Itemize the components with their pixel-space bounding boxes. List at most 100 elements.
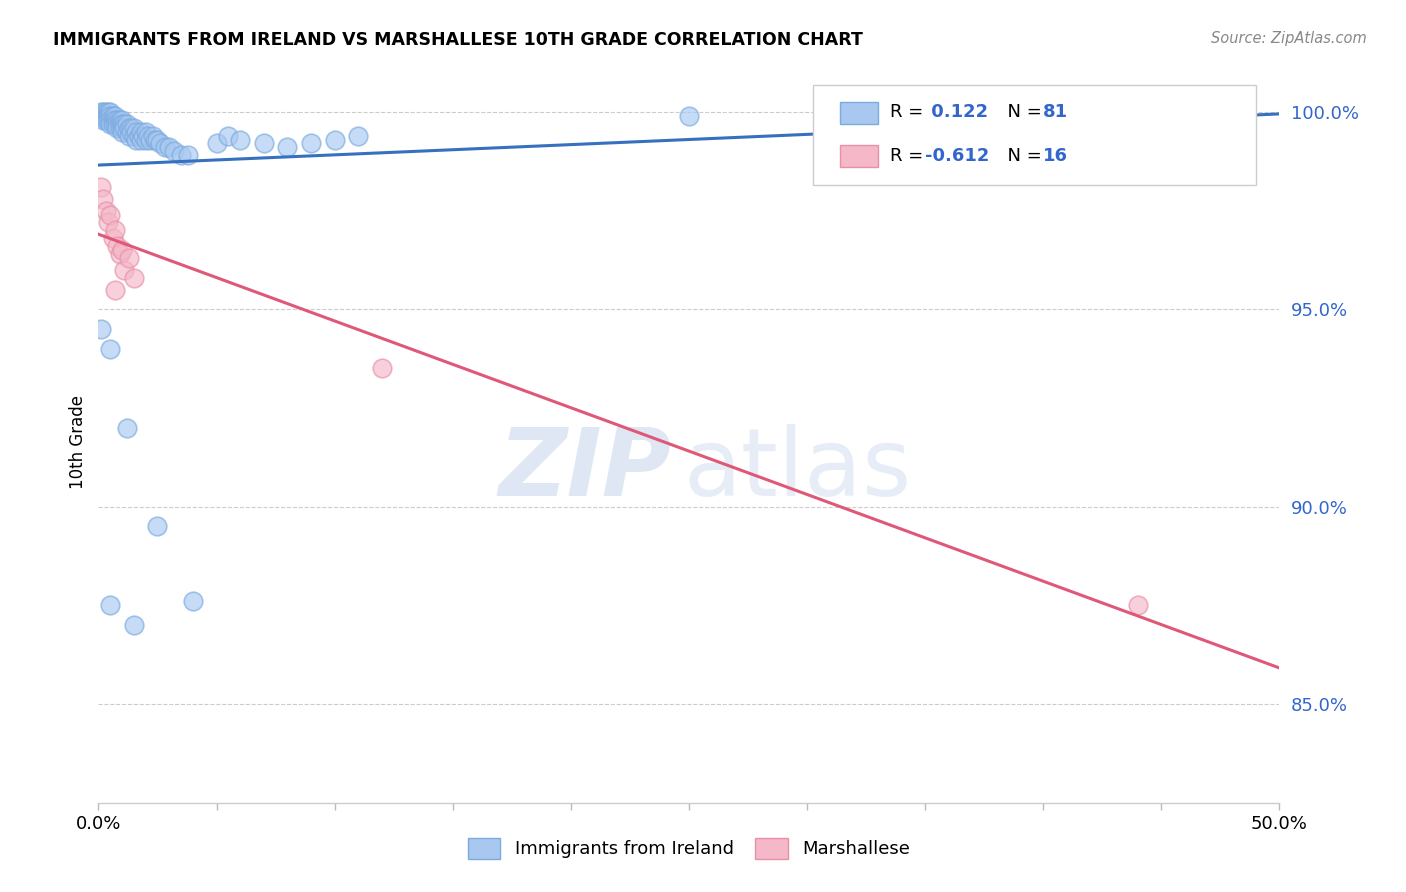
- Y-axis label: 10th Grade: 10th Grade: [69, 394, 87, 489]
- Point: [98, 342, 121, 356]
- Text: R =: R =: [890, 147, 929, 165]
- Point: [229, 132, 252, 146]
- Point: [108, 120, 131, 135]
- Point: [181, 594, 204, 608]
- Point: [105, 117, 128, 131]
- Point: [104, 223, 127, 237]
- Text: 16: 16: [1043, 147, 1069, 165]
- Point: [94, 112, 117, 127]
- Point: [914, 112, 936, 127]
- Point: [129, 125, 152, 139]
- Text: atlas: atlas: [683, 425, 911, 516]
- Point: [90, 109, 112, 123]
- Point: [163, 145, 186, 159]
- Point: [217, 128, 239, 143]
- Point: [299, 136, 322, 151]
- Point: [90, 104, 112, 119]
- FancyBboxPatch shape: [841, 145, 877, 167]
- Point: [111, 120, 134, 135]
- Point: [115, 421, 138, 435]
- Point: [98, 207, 121, 221]
- Point: [142, 128, 165, 143]
- Point: [149, 136, 172, 151]
- Point: [111, 117, 134, 131]
- Point: [101, 109, 124, 123]
- Point: [98, 104, 121, 119]
- Point: [98, 112, 121, 127]
- Point: [347, 128, 370, 143]
- Point: [104, 112, 127, 127]
- Point: [97, 112, 120, 127]
- Point: [111, 125, 134, 139]
- Point: [122, 128, 145, 143]
- Point: [371, 361, 394, 376]
- Point: [153, 140, 176, 154]
- Point: [253, 136, 276, 151]
- Point: [132, 128, 155, 143]
- Point: [128, 128, 150, 143]
- Point: [112, 117, 135, 131]
- Point: [105, 239, 128, 253]
- Point: [122, 120, 145, 135]
- Point: [97, 104, 120, 119]
- Point: [101, 112, 124, 127]
- Text: -0.612: -0.612: [925, 147, 990, 165]
- Text: 81: 81: [1043, 103, 1069, 121]
- Point: [136, 128, 159, 143]
- Point: [97, 215, 120, 229]
- Point: [91, 112, 114, 127]
- Point: [91, 109, 114, 123]
- Point: [105, 112, 128, 127]
- Text: Source: ZipAtlas.com: Source: ZipAtlas.com: [1211, 31, 1367, 46]
- Point: [108, 112, 131, 127]
- Point: [115, 117, 138, 131]
- Point: [111, 112, 134, 127]
- Point: [146, 519, 169, 533]
- Point: [98, 599, 121, 613]
- Point: [125, 132, 148, 146]
- Point: [115, 125, 138, 139]
- Point: [94, 203, 117, 218]
- Point: [177, 148, 200, 162]
- Point: [1126, 599, 1149, 613]
- Point: [104, 283, 127, 297]
- Point: [104, 117, 127, 131]
- Text: IMMIGRANTS FROM IRELAND VS MARSHALLESE 10TH GRADE CORRELATION CHART: IMMIGRANTS FROM IRELAND VS MARSHALLESE 1…: [53, 31, 863, 49]
- Point: [122, 618, 145, 632]
- Point: [98, 117, 121, 131]
- Point: [112, 262, 135, 277]
- Text: ZIP: ZIP: [498, 425, 671, 516]
- Point: [129, 132, 152, 146]
- Point: [170, 148, 193, 162]
- Text: R =: R =: [890, 103, 929, 121]
- Point: [90, 322, 112, 336]
- Point: [108, 117, 131, 131]
- Point: [97, 109, 120, 123]
- Point: [678, 109, 700, 123]
- Point: [157, 140, 180, 154]
- Text: 0.122: 0.122: [925, 103, 988, 121]
- Point: [101, 117, 124, 131]
- Point: [101, 231, 124, 245]
- FancyBboxPatch shape: [841, 102, 877, 124]
- Point: [91, 104, 114, 119]
- Point: [112, 120, 135, 135]
- Point: [98, 109, 121, 123]
- Point: [139, 132, 162, 146]
- Text: N =: N =: [995, 147, 1047, 165]
- Point: [118, 128, 141, 143]
- Point: [135, 132, 157, 146]
- Text: N =: N =: [995, 103, 1047, 121]
- Point: [205, 136, 228, 151]
- Point: [135, 125, 157, 139]
- Point: [276, 140, 298, 154]
- Point: [111, 243, 134, 257]
- Point: [143, 132, 166, 146]
- Point: [91, 192, 114, 206]
- Point: [105, 120, 128, 135]
- Legend: Immigrants from Ireland, Marshallese: Immigrants from Ireland, Marshallese: [461, 830, 917, 866]
- Point: [90, 180, 112, 194]
- Point: [121, 125, 143, 139]
- Point: [121, 120, 143, 135]
- Point: [118, 120, 141, 135]
